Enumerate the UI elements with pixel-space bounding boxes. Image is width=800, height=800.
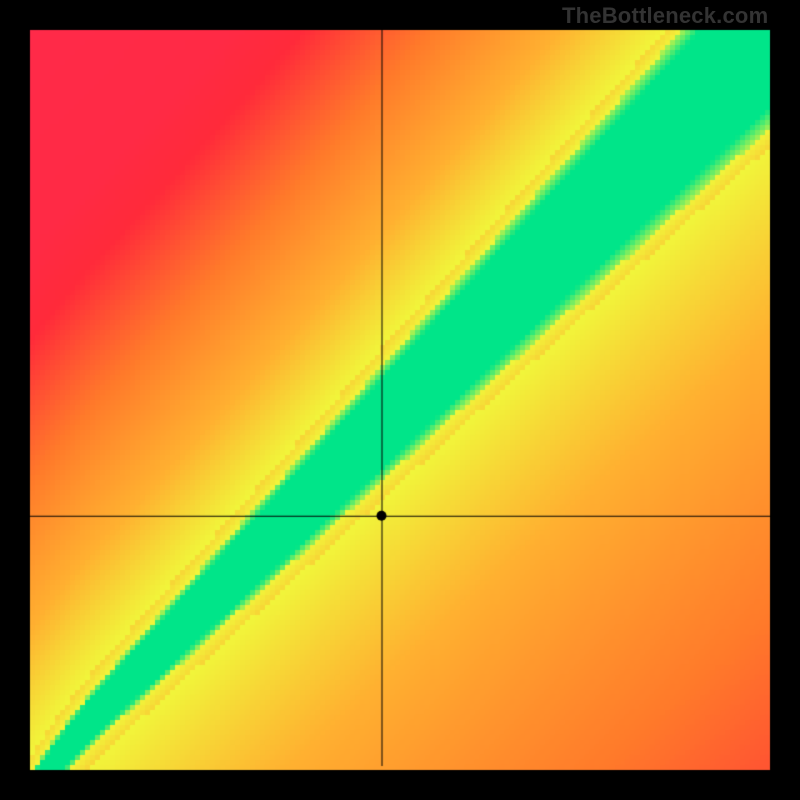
chart-root: TheBottleneck.com [0, 0, 800, 800]
bottleneck-heatmap [0, 0, 800, 800]
watermark-text: TheBottleneck.com [562, 3, 768, 29]
